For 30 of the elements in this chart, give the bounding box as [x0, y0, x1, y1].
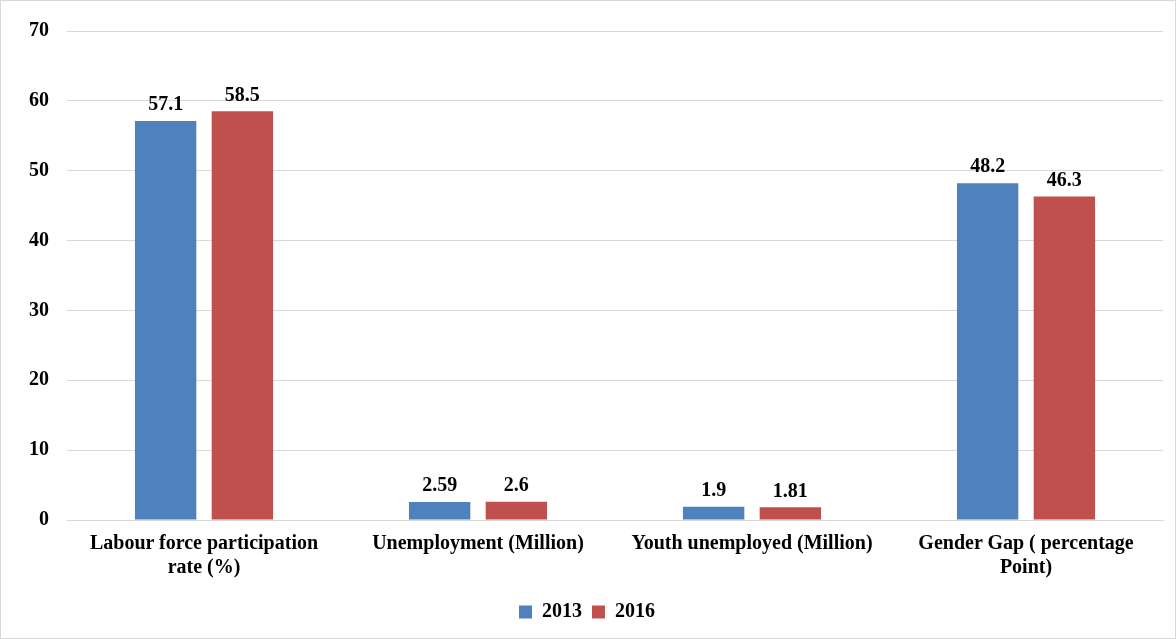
data-label: 57.1 [148, 92, 184, 115]
data-label: 1.81 [772, 478, 808, 501]
bar [759, 507, 822, 520]
y-tick-label: 30 [29, 297, 49, 320]
y-tick-label: 10 [29, 437, 49, 460]
data-label: 2.6 [503, 473, 529, 496]
bar [134, 121, 197, 520]
legend-label: 2013 [542, 599, 582, 622]
bar [485, 501, 548, 520]
x-tick-label: Labour force participation rate (%) [89, 531, 319, 579]
y-tick-label: 70 [29, 18, 49, 41]
data-label: 46.3 [1046, 167, 1082, 190]
bar [956, 183, 1019, 520]
y-tick-label: 0 [39, 507, 49, 530]
x-tick-label: Unemployment (Million) [372, 531, 584, 555]
bar [408, 501, 471, 520]
data-label: 2.59 [422, 473, 458, 496]
data-label: 1.9 [701, 477, 727, 500]
y-tick-label: 60 [29, 88, 49, 111]
y-tick-label: 50 [29, 157, 49, 180]
legend-label: 2016 [615, 599, 655, 622]
y-tick-label: 40 [29, 227, 49, 250]
bar [1033, 196, 1096, 520]
y-tick-label: 20 [29, 367, 49, 390]
bar [211, 111, 274, 520]
x-tick-label: Gender Gap ( percentage Point) [918, 531, 1134, 579]
data-label: 58.5 [224, 82, 260, 105]
x-tick-label: Youth unemployed (Million) [631, 531, 873, 555]
bar [682, 506, 745, 520]
data-label: 48.2 [970, 154, 1006, 177]
